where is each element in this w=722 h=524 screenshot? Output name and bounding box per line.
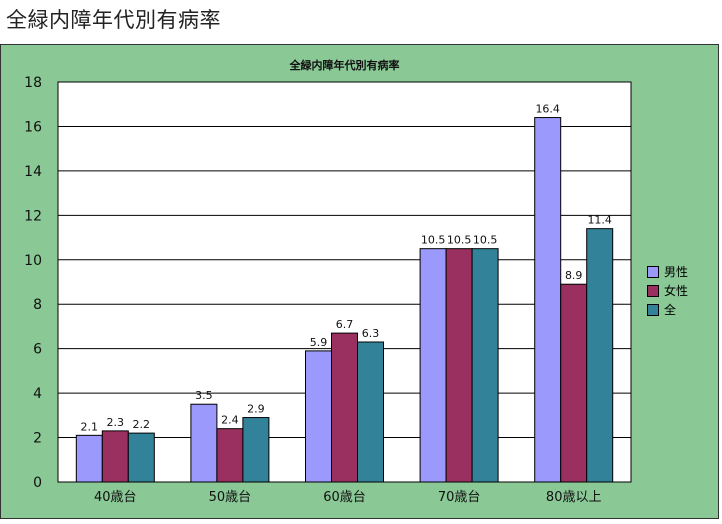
x-tick-label: 70歳台	[438, 490, 481, 505]
bar	[357, 341, 384, 483]
data-label: 10.5	[473, 234, 498, 247]
legend-item-female: 女性	[647, 282, 717, 299]
x-tick-label: 50歳台	[209, 490, 252, 505]
bar	[560, 283, 588, 483]
data-label: 2.9	[247, 403, 265, 416]
legend-item-all: 全	[647, 301, 717, 318]
data-label: 2.3	[107, 416, 125, 429]
y-tick-label: 8	[33, 297, 42, 313]
data-label: 3.5	[195, 389, 213, 402]
y-tick-label: 14	[24, 164, 42, 180]
data-label: 2.4	[221, 414, 239, 427]
bar	[331, 332, 358, 483]
bar	[534, 117, 562, 483]
legend-item-male: 男性	[647, 263, 717, 280]
y-tick-label: 16	[24, 119, 42, 135]
legend-swatch-female	[647, 284, 659, 297]
data-label: 2.1	[81, 420, 99, 433]
y-tick-label: 0	[33, 475, 42, 491]
legend-swatch-all	[647, 303, 659, 316]
legend: 男性 女性 全	[647, 263, 717, 320]
data-label: 10.5	[447, 234, 472, 247]
y-tick-label: 4	[33, 386, 42, 402]
data-label: 8.9	[565, 269, 583, 282]
data-label: 2.2	[133, 418, 151, 431]
legend-label-all: 全	[664, 303, 677, 317]
y-tick-label: 18	[24, 75, 42, 91]
x-tick-label: 40歳台	[94, 490, 137, 505]
y-tick-label: 2	[33, 431, 42, 447]
y-tick-label: 10	[24, 253, 42, 269]
bar	[242, 417, 270, 483]
legend-label-female: 女性	[664, 284, 689, 298]
bar	[127, 432, 155, 483]
bar	[101, 430, 129, 483]
legend-swatch-male	[647, 265, 659, 278]
bar	[216, 428, 244, 483]
x-tick-label: 80歳以上	[546, 490, 602, 505]
bar	[471, 248, 499, 483]
data-label: 6.3	[362, 327, 380, 340]
y-tick-label: 12	[24, 208, 42, 224]
data-label: 5.9	[310, 336, 328, 349]
bar	[445, 248, 473, 483]
bar	[419, 248, 447, 483]
data-label: 6.7	[336, 318, 354, 331]
data-label: 16.4	[535, 103, 560, 116]
legend-label-male: 男性	[664, 265, 689, 279]
page-title: 全緑内障年代別有病率	[6, 8, 221, 32]
bar	[190, 403, 218, 483]
chart-title: 全緑内障年代別有病率	[289, 58, 400, 72]
bar	[586, 228, 614, 483]
bar	[305, 350, 332, 483]
bar	[75, 434, 103, 483]
x-tick-label: 60歳台	[323, 490, 366, 505]
data-label: 11.4	[587, 214, 612, 227]
data-label: 10.5	[421, 234, 446, 247]
y-tick-label: 6	[33, 342, 42, 358]
